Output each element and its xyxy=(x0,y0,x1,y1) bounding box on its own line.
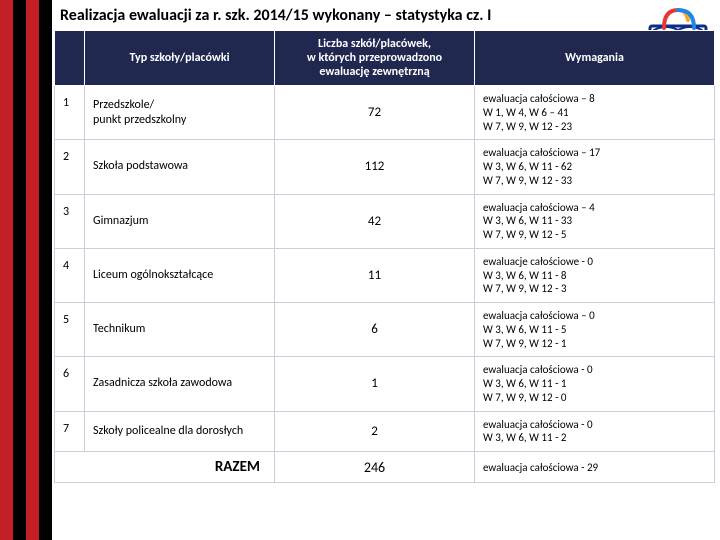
page-title: Realizacja ewaluacji za r. szk. 2014/15 … xyxy=(60,6,491,25)
th-type: Typ szkoły/placówki xyxy=(85,31,275,86)
cell-num: 3 xyxy=(55,194,85,248)
cell-req: ewaluacja całościowa – 17W 3, W 6, W 11 … xyxy=(475,140,715,194)
cell-type: Technikum xyxy=(85,303,275,357)
total-req: ewaluacja całościowa - 29 xyxy=(475,452,715,483)
cell-count: 112 xyxy=(275,140,475,194)
cell-type: Szkoła podstawowa xyxy=(85,140,275,194)
table-row: 6 Zasadnicza szkoła zawodowa 1 ewaluacja… xyxy=(55,357,715,411)
cell-count: 11 xyxy=(275,248,475,302)
table-header-row: Typ szkoły/placówki Liczba szkół/placówe… xyxy=(55,31,715,86)
stripe-4 xyxy=(39,0,52,540)
cell-type: Przedszkole/punkt przedszkolny xyxy=(85,86,275,140)
cell-num: 5 xyxy=(55,303,85,357)
cell-count: 6 xyxy=(275,303,475,357)
cell-count: 72 xyxy=(275,86,475,140)
cell-num: 6 xyxy=(55,357,85,411)
total-label: RAZEM xyxy=(55,452,275,483)
cell-req: ewaluacja całościowa – 0W 3, W 6, W 11 -… xyxy=(475,303,715,357)
cell-type: Szkoły policealne dla dorosłych xyxy=(85,411,275,452)
cell-num: 7 xyxy=(55,411,85,452)
cell-req: ewaluacja całościowa – 8W 1, W 4, W 6 – … xyxy=(475,86,715,140)
table-body: 1 Przedszkole/punkt przedszkolny 72 ewal… xyxy=(55,86,715,483)
cell-req: ewaluacja całościowa - 0W 3, W 6, W 11 -… xyxy=(475,357,715,411)
cell-req: ewaluacje całościowe - 0W 3, W 6, W 11 -… xyxy=(475,248,715,302)
table-total-row: RAZEM 246 ewaluacja całościowa - 29 xyxy=(55,452,715,483)
cell-count: 42 xyxy=(275,194,475,248)
table-row: 3 Gimnazjum 42 ewaluacja całościowa – 4W… xyxy=(55,194,715,248)
stripe-1 xyxy=(0,0,13,540)
stats-table-container: Typ szkoły/placówki Liczba szkół/placówe… xyxy=(54,30,714,483)
stripe-3 xyxy=(26,0,39,540)
cell-type: Gimnazjum xyxy=(85,194,275,248)
total-count: 246 xyxy=(275,452,475,483)
cell-num: 4 xyxy=(55,248,85,302)
cell-req: ewaluacja całościowa - 0W 3, W 6, W 11 -… xyxy=(475,411,715,452)
table-row: 5 Technikum 6 ewaluacja całościowa – 0W … xyxy=(55,303,715,357)
cell-type: Liceum ogólnokształcące xyxy=(85,248,275,302)
th-count: Liczba szkół/placówek,w których przeprow… xyxy=(275,31,475,86)
cell-num: 2 xyxy=(55,140,85,194)
cell-req: ewaluacja całościowa – 4W 3, W 6, W 11 -… xyxy=(475,194,715,248)
th-num xyxy=(55,31,85,86)
cell-type: Zasadnicza szkoła zawodowa xyxy=(85,357,275,411)
table-row: 1 Przedszkole/punkt przedszkolny 72 ewal… xyxy=(55,86,715,140)
table-row: 4 Liceum ogólnokształcące 11 ewaluacje c… xyxy=(55,248,715,302)
side-stripes xyxy=(0,0,52,540)
stats-table: Typ szkoły/placówki Liczba szkół/placówe… xyxy=(54,30,715,483)
table-row: 7 Szkoły policealne dla dorosłych 2 ewal… xyxy=(55,411,715,452)
th-req: Wymagania xyxy=(475,31,715,86)
cell-num: 1 xyxy=(55,86,85,140)
stripe-2 xyxy=(13,0,26,540)
table-row: 2 Szkoła podstawowa 112 ewaluacja całośc… xyxy=(55,140,715,194)
cell-count: 1 xyxy=(275,357,475,411)
cell-count: 2 xyxy=(275,411,475,452)
